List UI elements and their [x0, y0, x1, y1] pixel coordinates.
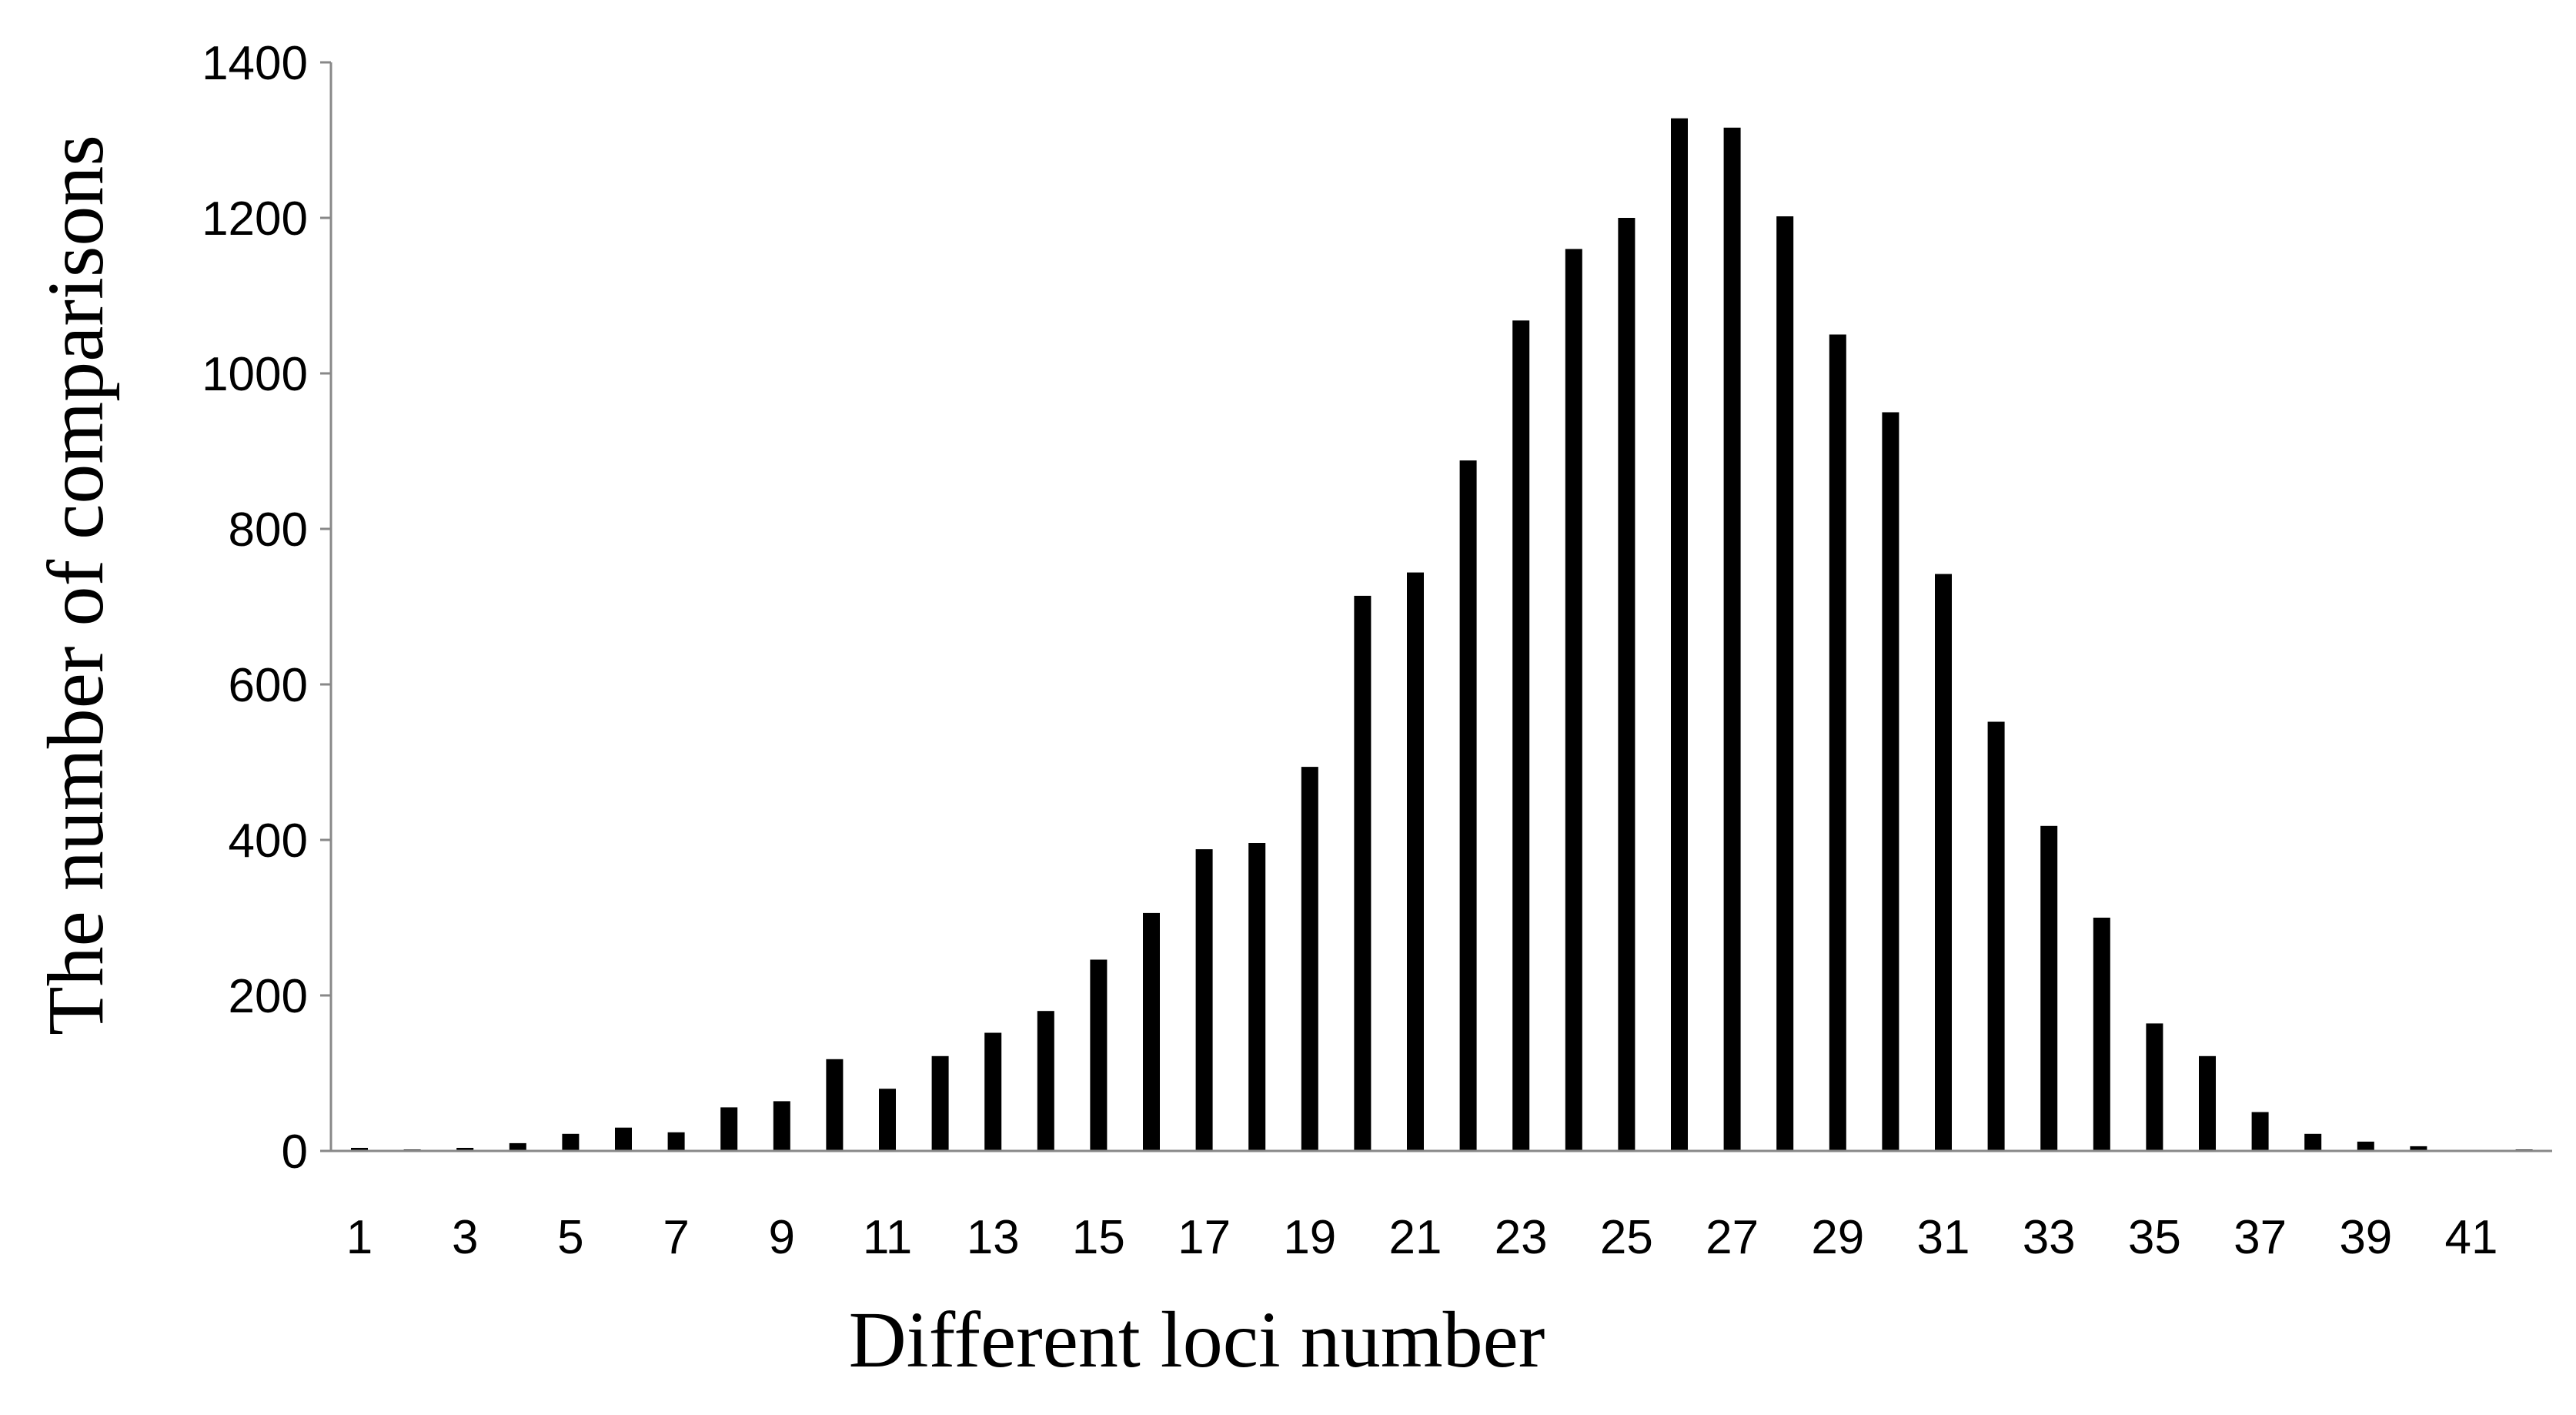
- bar-13: [984, 1032, 1002, 1151]
- y-tick-label-1200: 1200: [202, 192, 308, 246]
- bar-23: [1512, 320, 1530, 1151]
- bar-8: [720, 1107, 738, 1151]
- bar-34: [2093, 918, 2110, 1151]
- bar-4: [509, 1142, 526, 1151]
- x-tick-label-27: 27: [1706, 1211, 1759, 1264]
- bar-21: [1407, 572, 1424, 1151]
- x-tick-labels: 1 3 5 7 9 11 13 15 17 19 21 23 25 27 29 31 33 35 37 39 41: [346, 1211, 2498, 1264]
- y-tick-label-1000: 1000: [202, 348, 308, 401]
- bar-9: [773, 1101, 790, 1151]
- x-tick-label-7: 7: [663, 1211, 689, 1264]
- x-tick-label-15: 15: [1072, 1211, 1125, 1264]
- bar-31: [1935, 574, 1952, 1151]
- bar-11: [879, 1089, 896, 1151]
- bar-18: [1248, 843, 1266, 1151]
- bar-27: [1723, 127, 1741, 1151]
- x-tick-label-13: 13: [967, 1211, 1020, 1264]
- bar-37: [2251, 1112, 2269, 1151]
- x-tick-label-1: 1: [346, 1211, 373, 1264]
- x-tick-label-31: 31: [1917, 1211, 1970, 1264]
- bar-6: [615, 1127, 632, 1151]
- x-tick-label-35: 35: [2128, 1211, 2181, 1264]
- y-tick-labels: 0 200 400 600 800 1000 1200 1400: [202, 37, 331, 1179]
- bar-14: [1037, 1011, 1054, 1151]
- y-tick-label-1400: 1400: [202, 37, 308, 90]
- bars-layer: [351, 118, 2533, 1152]
- x-tick-label-3: 3: [452, 1211, 478, 1264]
- x-tick-label-17: 17: [1178, 1211, 1231, 1264]
- bar-35: [2146, 1023, 2163, 1151]
- bar-1: [351, 1148, 368, 1151]
- y-tick-label-200: 200: [229, 970, 308, 1023]
- bar-28: [1776, 216, 1794, 1151]
- x-tick-label-37: 37: [2234, 1211, 2287, 1264]
- x-axis-title: Different loci number: [849, 1296, 1545, 1384]
- y-tick-label-400: 400: [229, 815, 308, 868]
- y-tick-label-600: 600: [229, 659, 308, 712]
- bar-7: [667, 1132, 685, 1151]
- bar-24: [1565, 249, 1582, 1151]
- bar-12: [931, 1055, 949, 1151]
- axes-layer: [329, 62, 2552, 1152]
- x-tick-label-9: 9: [769, 1211, 795, 1264]
- y-axis-title: The number of comparisons: [32, 135, 120, 1035]
- bar-5: [562, 1133, 580, 1151]
- bar-40: [2410, 1146, 2427, 1151]
- bar-39: [2357, 1141, 2374, 1151]
- bar-26: [1671, 118, 1688, 1152]
- bar-10: [826, 1059, 844, 1151]
- bar-22: [1459, 460, 1477, 1151]
- bar-32: [1987, 721, 2005, 1151]
- bar-29: [1829, 334, 1846, 1151]
- bar-33: [2040, 825, 2058, 1151]
- x-tick-label-5: 5: [557, 1211, 583, 1264]
- bar-20: [1354, 595, 1372, 1151]
- x-tick-label-23: 23: [1495, 1211, 1548, 1264]
- bar-16: [1143, 912, 1160, 1151]
- y-tick-label-0: 0: [282, 1126, 308, 1179]
- x-tick-label-39: 39: [2339, 1211, 2392, 1264]
- bar-36: [2199, 1055, 2216, 1151]
- x-tick-label-29: 29: [1811, 1211, 1864, 1264]
- bar-19: [1301, 767, 1318, 1151]
- bar-17: [1195, 849, 1213, 1151]
- bar-30: [1882, 412, 1899, 1151]
- x-tick-label-11: 11: [863, 1211, 912, 1264]
- x-tick-label-41: 41: [2445, 1211, 2498, 1264]
- bar-38: [2304, 1133, 2322, 1151]
- x-tick-label-33: 33: [2023, 1211, 2076, 1264]
- bar-15: [1090, 959, 1108, 1151]
- bar-25: [1618, 218, 1635, 1151]
- x-tick-label-21: 21: [1389, 1211, 1442, 1264]
- x-tick-label-19: 19: [1283, 1211, 1336, 1264]
- y-tick-label-800: 800: [229, 503, 308, 557]
- x-tick-label-25: 25: [1600, 1211, 1653, 1264]
- bar-3: [456, 1148, 474, 1151]
